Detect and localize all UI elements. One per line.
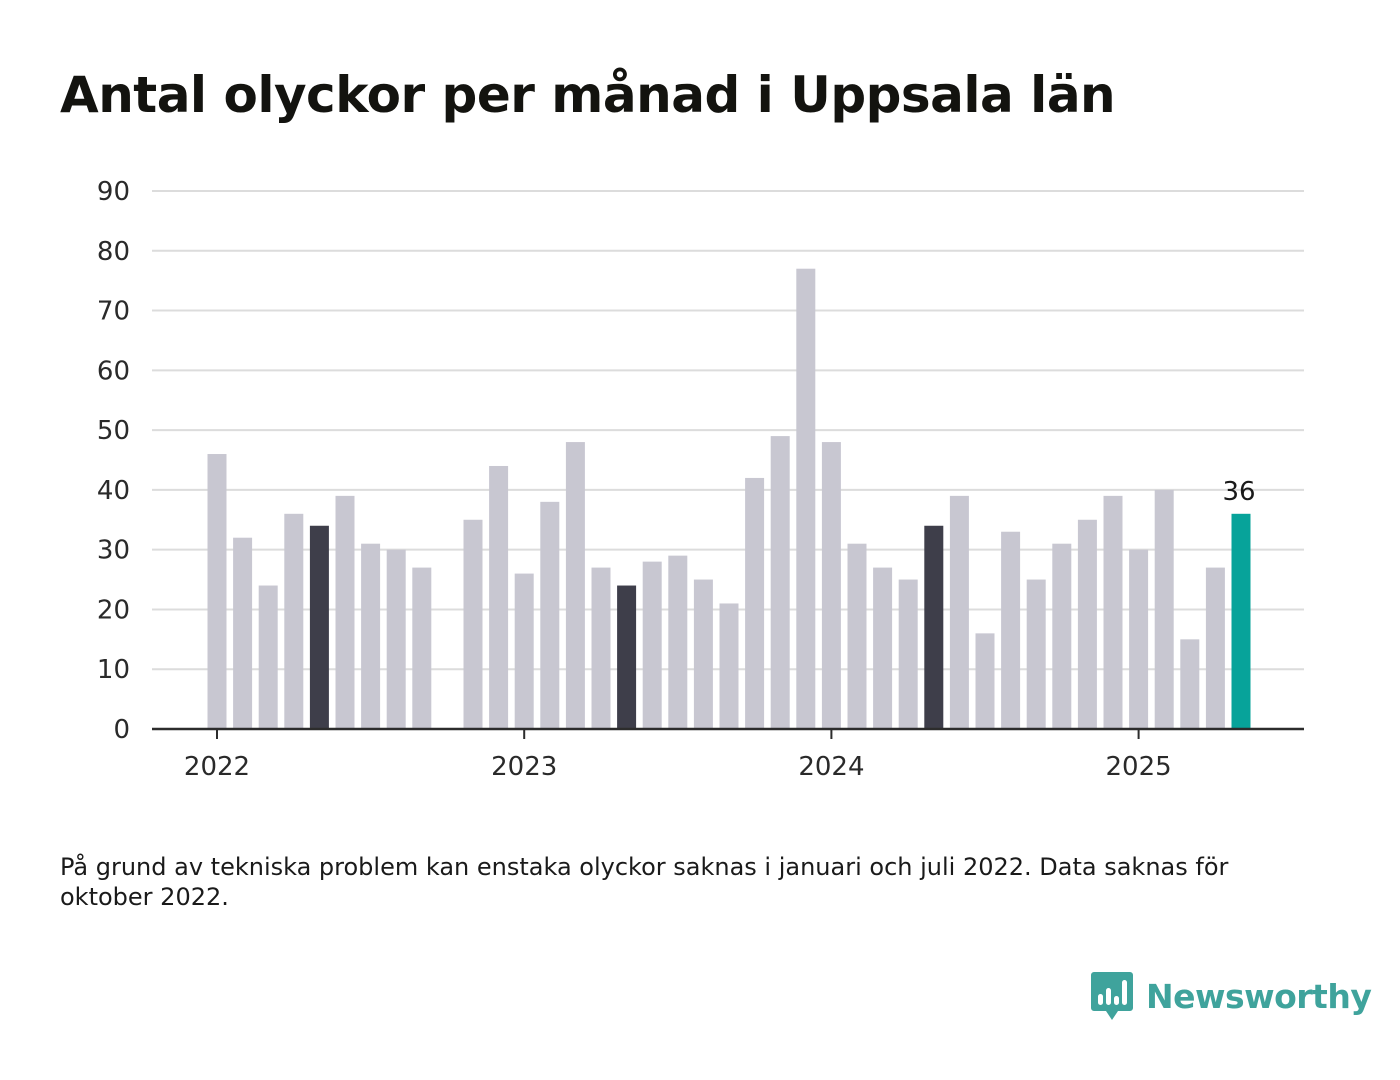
bar-2022-05 (309, 525, 329, 729)
bar-2023-11 (770, 436, 790, 729)
bar-2025-04 (1205, 567, 1225, 729)
y-tick-label: 20 (97, 595, 130, 625)
bar-2023-09 (719, 603, 739, 729)
y-axis-tick-labels: 0 10 20 30 40 50 60 70 80 90 (97, 177, 130, 745)
bar-2024-06 (949, 495, 969, 729)
x-tick-label: 2024 (798, 752, 864, 782)
y-tick-label: 0 (113, 715, 130, 745)
newsworthy-logo-icon (1091, 972, 1133, 1020)
bar-2024-02 (847, 543, 867, 729)
bar-2023-12 (796, 268, 816, 729)
bar-2023-02 (540, 501, 560, 729)
bar-2024-07 (975, 633, 995, 729)
page-title: Antal olyckor per månad i Uppsala län (60, 66, 1116, 124)
bar-2022-09 (412, 567, 432, 729)
bar-2023-06 (642, 561, 662, 729)
bar-2023-07 (668, 555, 688, 729)
x-tick-label: 2022 (184, 752, 250, 782)
bar-2023-10 (745, 477, 765, 729)
bar-2024-01 (821, 442, 841, 729)
bar-2025-02 (1154, 489, 1174, 729)
bar-2022-11 (463, 519, 483, 729)
bar-2024-05 (924, 525, 944, 729)
bar-2022-07 (361, 543, 381, 729)
bar-2024-04 (898, 579, 918, 729)
bar-2024-12 (1103, 495, 1123, 729)
brand-name: Newsworthy (1146, 976, 1372, 1016)
brand-logo: Newsworthy (1090, 968, 1372, 1024)
x-tick-label: 2023 (491, 752, 557, 782)
x-axis-ticks: 2022 2023 2024 2025 (184, 729, 1172, 782)
y-tick-label: 40 (97, 476, 130, 506)
bar-2024-08 (1001, 531, 1021, 729)
y-tick-label: 80 (97, 237, 130, 267)
bar-2024-09 (1026, 579, 1046, 729)
bar-2022-06 (335, 495, 355, 729)
footnote: På grund av tekniska problem kan enstaka… (60, 853, 1229, 911)
bars (207, 268, 1251, 729)
bar-2023-01 (514, 573, 534, 729)
y-tick-label: 70 (97, 297, 130, 327)
bar-2022-08 (386, 549, 406, 729)
y-tick-label: 10 (97, 655, 130, 685)
bar-2022-12 (489, 465, 509, 729)
bar-2023-08 (693, 579, 713, 729)
bar-2023-04 (591, 567, 611, 729)
bar-2022-01 (207, 454, 227, 729)
y-tick-label: 30 (97, 536, 130, 566)
data-label-2025-05: 36 (1222, 477, 1255, 507)
bar-2024-03 (873, 567, 893, 729)
bar-2023-05 (617, 585, 637, 729)
bar-2023-03 (565, 442, 585, 729)
bar-2025-03 (1180, 639, 1200, 729)
bar-2022-04 (284, 513, 304, 729)
x-tick-label: 2025 (1106, 752, 1172, 782)
y-tick-label: 90 (97, 177, 130, 207)
annotations: 36 (1222, 477, 1255, 507)
bar-chart: 0 10 20 30 40 50 60 70 80 90 2022 2023 2024 2025 36 (97, 177, 1304, 782)
bar-2024-10 (1052, 543, 1072, 729)
bar-2022-02 (233, 537, 253, 729)
bar-2024-11 (1077, 519, 1097, 729)
y-tick-label: 60 (97, 356, 130, 386)
bar-2022-03 (258, 585, 278, 729)
bar-2025-01 (1129, 549, 1149, 729)
y-tick-label: 50 (97, 416, 130, 446)
bar-2025-05 (1231, 513, 1251, 729)
